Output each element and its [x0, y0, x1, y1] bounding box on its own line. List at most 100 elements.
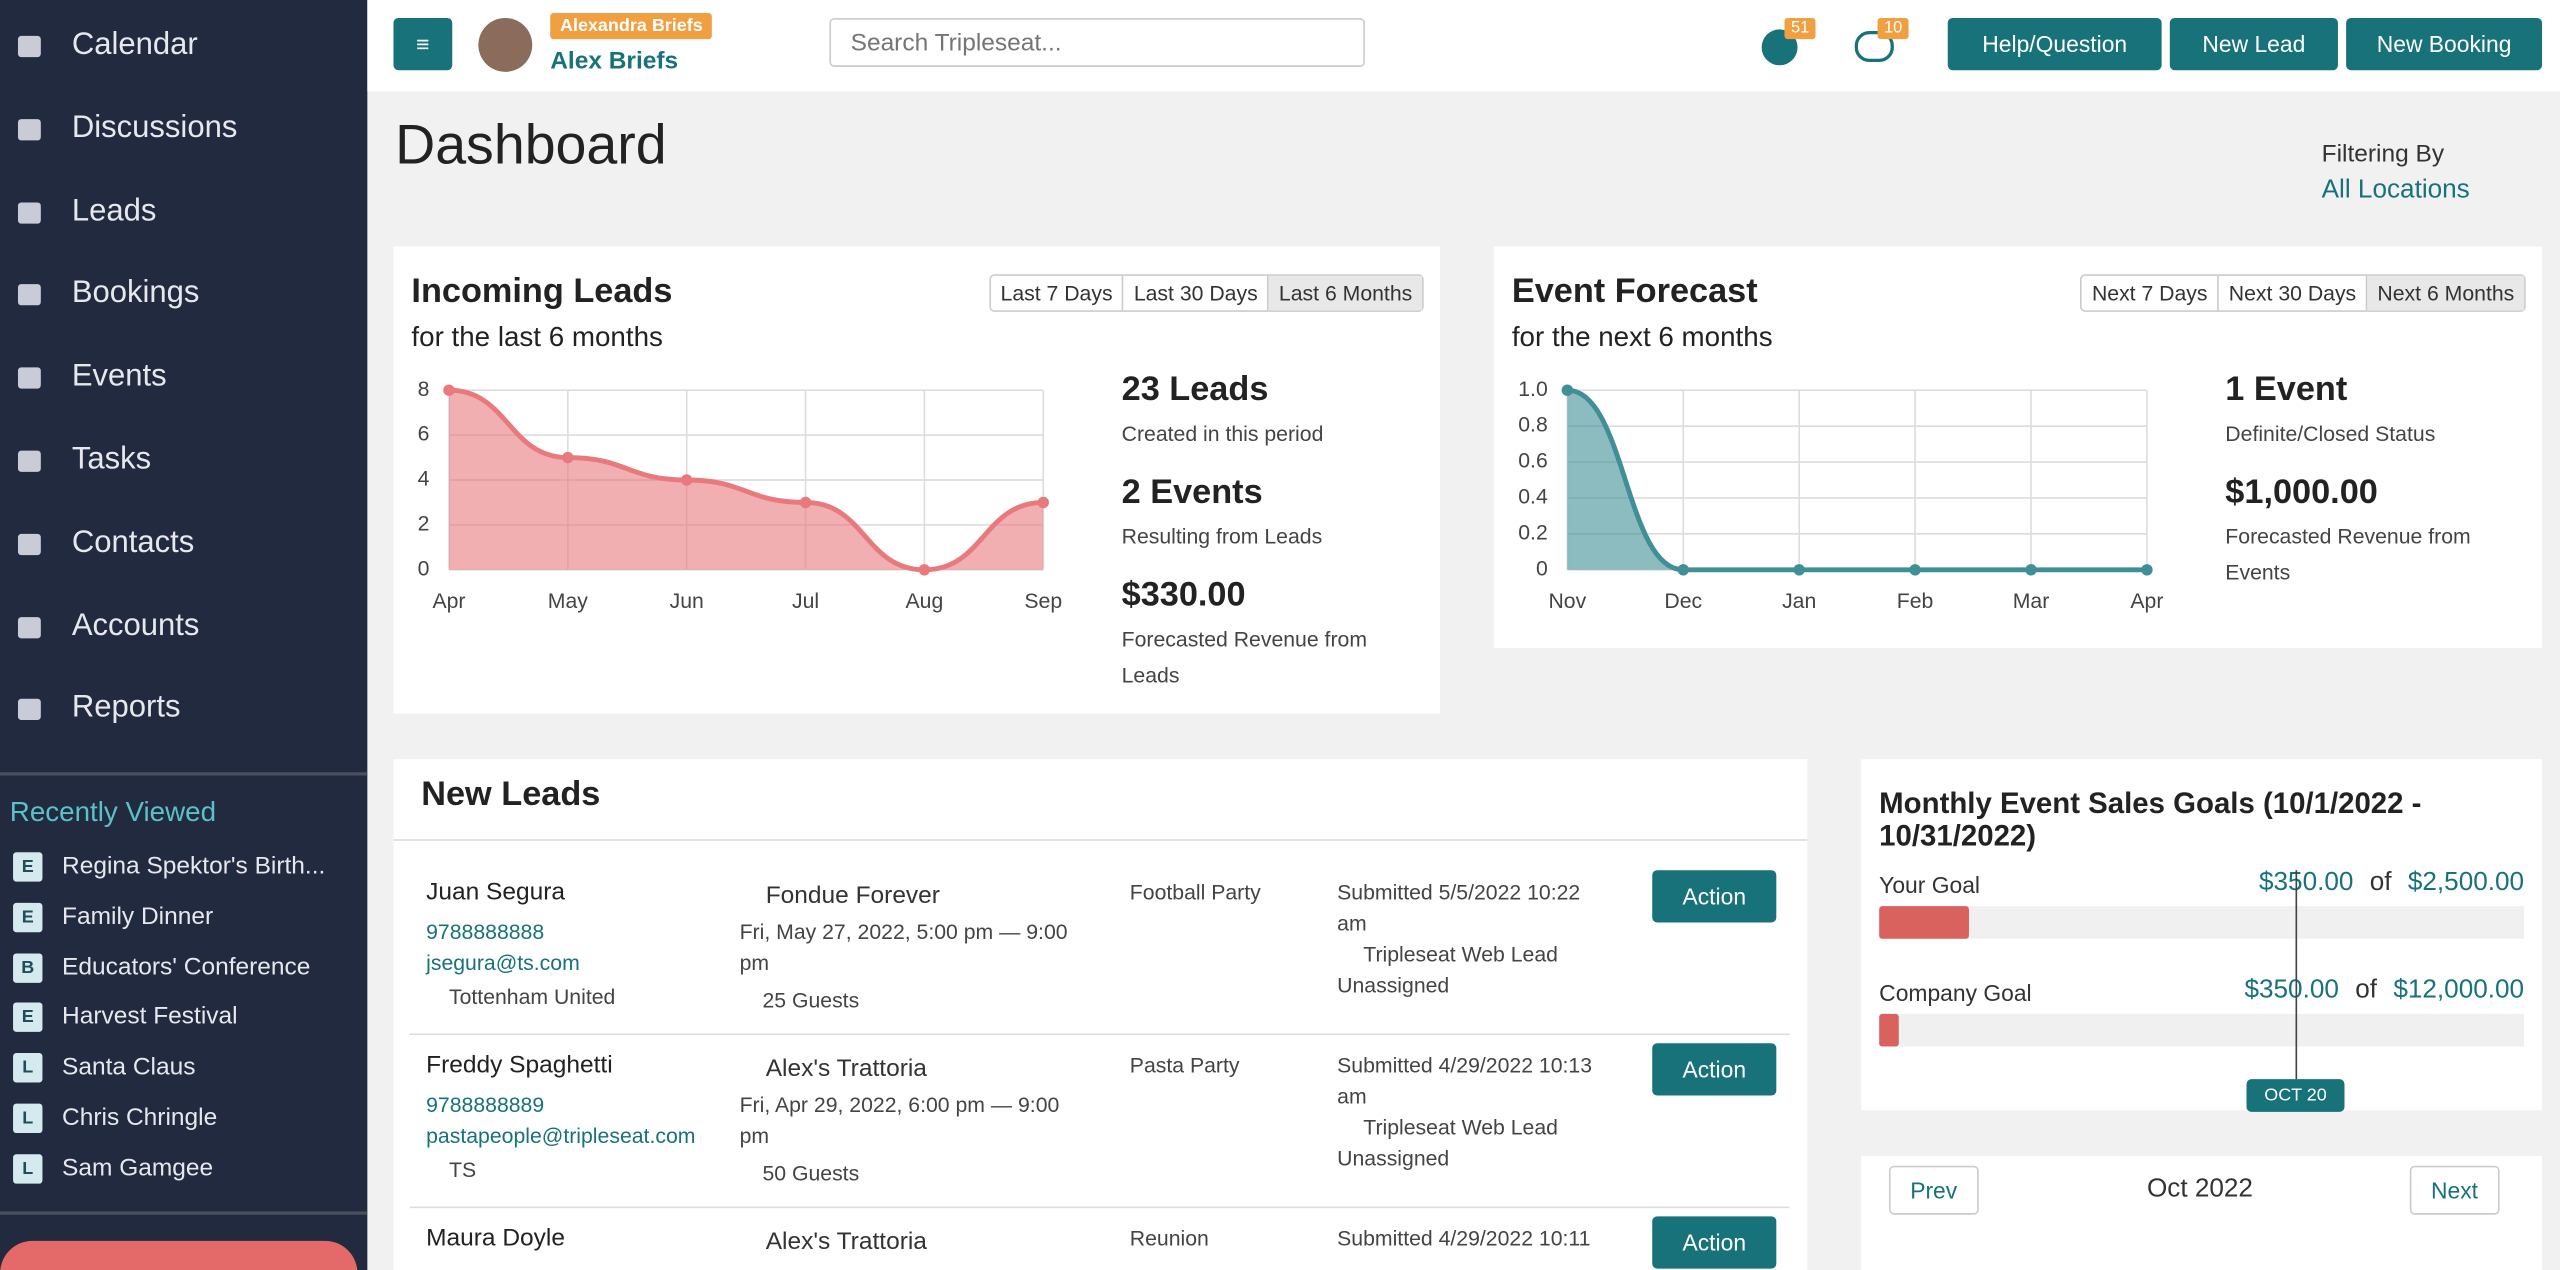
prev-button[interactable]: Prev [1888, 1165, 1979, 1215]
action-button[interactable]: Action [1652, 870, 1777, 923]
y-tick-label: 0 [1536, 557, 1548, 580]
point [562, 451, 574, 464]
y-tick-label: 4 [418, 468, 430, 491]
lead-status: Unassigned [1337, 973, 1450, 998]
goal-of: of [2369, 868, 2392, 897]
range-group: Next 7 Days Next 30 Days Next 6 Months [2080, 274, 2526, 312]
y-tick-label: 0.8 [1518, 414, 1547, 437]
x-tick-label: Jul [792, 590, 819, 613]
nav-item[interactable]: Accounts [71, 608, 200, 643]
stat-value: $330.00 [1121, 576, 1246, 614]
header-button[interactable]: New Lead [2169, 17, 2338, 71]
line [1567, 387, 2147, 573]
range-button[interactable]: Last 7 Days [991, 275, 1125, 311]
x-tick-label: May [548, 590, 588, 613]
x-tick-label: Jun [670, 590, 704, 613]
nav-item[interactable]: Calendar [71, 27, 198, 63]
goal-track [1879, 906, 2525, 939]
action-button[interactable]: Action [1652, 1216, 1777, 1269]
user-name[interactable]: Alex Briefs [550, 47, 679, 76]
range-button[interactable]: Last 6 Months [1269, 275, 1423, 311]
row-divider [409, 1206, 1790, 1209]
lead-email[interactable]: pastapeople@tripleseat.com [426, 1123, 696, 1148]
divider [393, 839, 1808, 841]
header-button[interactable]: New Booking [2346, 17, 2543, 71]
point [680, 474, 693, 486]
lead-email[interactable]: jsegura@ts.com [426, 950, 580, 975]
stat-value: 2 Events [1121, 473, 1263, 512]
nav-item[interactable]: Reports [71, 691, 181, 726]
nav-item[interactable]: Discussions [71, 110, 238, 145]
lead-phone[interactable]: 9788888888 [426, 919, 545, 944]
type-badge: E [13, 1003, 43, 1033]
filter-label: Filtering By [2321, 140, 2445, 169]
range-button[interactable]: Last 30 Days [1124, 275, 1270, 311]
nav-item[interactable]: Leads [71, 193, 157, 228]
lead-guests: 25 Guests [762, 987, 860, 1013]
calendar-card: Prev Oct 2022 Next [1861, 1155, 2543, 1270]
x-tick-label: Feb [1897, 590, 1934, 613]
nav-icon [17, 35, 41, 58]
lead-name[interactable]: Juan Segura [426, 878, 566, 907]
today-line [2295, 870, 2298, 1080]
recent-item[interactable]: Santa Claus [62, 1053, 196, 1082]
top-bar: ≡ Alexandra Briefs Alex Briefs 51 10 Hel… [367, 0, 2560, 92]
section-title: Recently Viewed [9, 796, 217, 828]
x-tick-label: Apr [2130, 590, 2163, 613]
recent-item[interactable]: Harvest Festival [62, 1003, 238, 1031]
goal-current: $350.00 [2258, 868, 2354, 897]
card-subtitle: for the next 6 months [1511, 321, 1773, 353]
point [443, 384, 455, 396]
sidebar: Calendar Discussions Leads Bookings Events Ta… [0, 0, 368, 1270]
x-tick-label: Jan [1782, 590, 1816, 613]
recent-item[interactable]: Sam Gamgee [62, 1153, 214, 1182]
point [799, 496, 812, 509]
filter-value[interactable]: All Locations [2321, 176, 2470, 205]
lead-venue: Fondue Forever [765, 881, 940, 910]
row-divider [409, 1033, 1790, 1036]
lead-date: Fri, May 27, 2022, 5:00 pm — 9:00 pm [739, 919, 1068, 975]
action-button[interactable]: Action [1652, 1043, 1777, 1096]
chart: 0 2 4 6 8 Apr May Jun Jul Aug Sep [418, 378, 1063, 613]
lead-submitted: Submitted 4/29/2022 10:11 [1337, 1226, 1591, 1251]
goal-target: $2,500.00 [2407, 868, 2525, 897]
stat-label: Created in this period [1121, 421, 1324, 446]
lead-phone[interactable]: 9788888889 [426, 1092, 545, 1117]
recent-item[interactable]: Regina Spektor's Birth... [62, 852, 326, 880]
incoming-leads-card: Incoming Leads for the last 6 months Last … [393, 246, 1440, 714]
nav-item[interactable]: Bookings [71, 276, 200, 311]
x-tick-label: Aug [906, 590, 944, 613]
chart: 0 0.2 0.4 0.6 0.8 1.0 Nov Dec Jan Feb Mar Apr [1518, 378, 2163, 613]
goal-bar [1879, 1013, 1898, 1047]
menu-button[interactable]: ≡ [393, 17, 453, 71]
header-button[interactable]: Help/Question [1947, 17, 2162, 71]
lead-name[interactable]: Maura Doyle [426, 1224, 565, 1253]
recent-item[interactable]: Family Dinner [62, 902, 214, 931]
nav-item[interactable]: Tasks [71, 442, 152, 477]
nav-item[interactable]: Events [71, 359, 167, 394]
recent-item[interactable]: Educators' Conference [62, 952, 311, 981]
lead-name[interactable]: Freddy Spaghetti [426, 1051, 613, 1080]
lead-venue: Alex's Trattoria [765, 1227, 927, 1256]
search-input[interactable] [829, 17, 1365, 67]
divider [0, 1211, 368, 1215]
messages-icon[interactable] [1854, 31, 1894, 63]
nav-icon [17, 616, 41, 638]
nav-icon [17, 284, 41, 306]
lead-submitted: Submitted 5/5/2022 10:22 am [1337, 879, 1581, 936]
range-button[interactable]: Next 6 Months [2367, 275, 2525, 311]
next-button[interactable]: Next [2409, 1165, 2500, 1215]
x-tick-label: Dec [1664, 590, 1702, 613]
point [918, 564, 931, 576]
nav-item[interactable]: Contacts [71, 525, 195, 560]
stat-value: 23 Leads [1121, 370, 1269, 409]
range-button[interactable]: Next 7 Days [2082, 275, 2219, 311]
sidebar-button[interactable] [0, 1240, 358, 1270]
nav-icon [17, 533, 41, 555]
recent-item[interactable]: Chris Chringle [62, 1103, 218, 1132]
calendar-month: Oct 2022 [2146, 1175, 2253, 1204]
lead-account: TS [448, 1157, 477, 1183]
range-button[interactable]: Next 30 Days [2219, 275, 2368, 311]
nav-icon [17, 450, 41, 472]
